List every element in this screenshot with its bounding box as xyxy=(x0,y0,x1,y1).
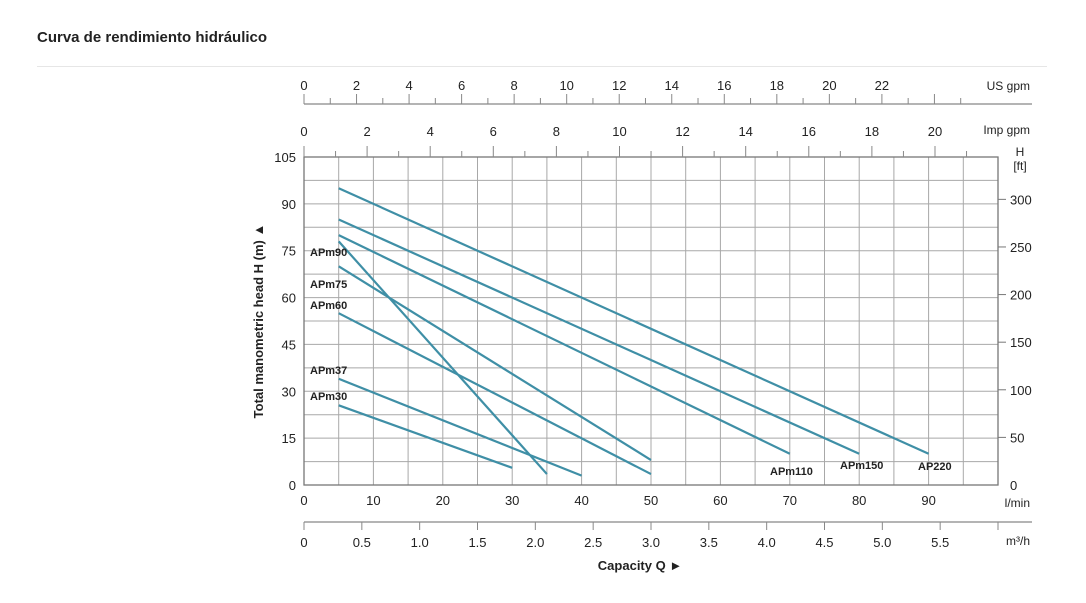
y-tick-label: 90 xyxy=(282,197,296,212)
ft-tick-label: 300 xyxy=(1010,192,1032,207)
m3h-tick-label: 1.0 xyxy=(411,535,429,550)
y-tick-label: 0 xyxy=(289,478,296,493)
y-tick-label: 60 xyxy=(282,291,296,306)
page-title: Curva de rendimiento hidráulico xyxy=(37,29,268,46)
m3h-tick-label: 0.5 xyxy=(353,535,371,550)
imp-gpm-tick-label: 16 xyxy=(802,124,816,139)
curve-label-apm37: APm37 xyxy=(310,365,347,377)
us-gpm-tick-label: 4 xyxy=(405,78,412,93)
curve-label-apm90: APm90 xyxy=(310,247,347,259)
m3h-tick-label: 5.5 xyxy=(931,535,949,550)
curve-apm60 xyxy=(338,312,652,476)
y-tick-label: 45 xyxy=(282,337,296,352)
x-units-label: l/min xyxy=(1005,496,1030,510)
chart-card xyxy=(37,66,1047,587)
x-tick-label: 70 xyxy=(783,493,797,508)
curve-apm110 xyxy=(338,234,791,455)
x-tick-label: 0 xyxy=(300,493,307,508)
x-tick-label: 40 xyxy=(574,493,588,508)
ft-axis-unit: [ft] xyxy=(1013,159,1026,173)
x-tick-label: 20 xyxy=(436,493,450,508)
x-axis-label: Capacity Q ► xyxy=(598,558,682,573)
y-tick-label: 105 xyxy=(274,150,296,165)
imp-gpm-tick-label: 20 xyxy=(928,124,942,139)
imp-gpm-tick-label: 0 xyxy=(300,124,307,139)
ft-tick-label: 150 xyxy=(1010,335,1032,350)
x-tick-label: 90 xyxy=(921,493,935,508)
m3h-tick-label: 4.5 xyxy=(815,535,833,550)
curve-apm37 xyxy=(338,377,583,477)
imp-gpm-tick-label: 18 xyxy=(865,124,879,139)
ft-tick-label: 50 xyxy=(1010,430,1024,445)
curve-label-apm75: APm75 xyxy=(310,279,347,291)
us-gpm-tick-label: 2 xyxy=(353,78,360,93)
x-tick-label: 60 xyxy=(713,493,727,508)
us-gpm-tick-label: 18 xyxy=(770,78,784,93)
us-gpm-tick-label: 16 xyxy=(717,78,731,93)
y-tick-label: 75 xyxy=(282,244,296,259)
y-tick-label: 30 xyxy=(282,384,296,399)
y-tick-label: 15 xyxy=(282,431,296,446)
m3h-tick-label: 3.0 xyxy=(642,535,660,550)
m3h-tick-label: 4.0 xyxy=(758,535,776,550)
x-tick-label: 10 xyxy=(366,493,380,508)
m3h-tick-label: 1.5 xyxy=(468,535,486,550)
m3h-tick-label: 5.0 xyxy=(873,535,891,550)
us-gpm-tick-label: 14 xyxy=(665,78,679,93)
us-gpm-tick-label: 10 xyxy=(559,78,573,93)
us-gpm-tick-label: 22 xyxy=(875,78,889,93)
curve-label-ap220: AP220 xyxy=(918,461,952,473)
curve-label-apm150: APm150 xyxy=(840,460,883,472)
us-gpm-tick-label: 20 xyxy=(822,78,836,93)
y-axis-label: Total manometric head H (m) ▲ xyxy=(251,224,266,419)
us-gpm-tick-label: 6 xyxy=(458,78,465,93)
ft-tick-label: 0 xyxy=(1010,478,1017,493)
m3h-tick-label: 2.0 xyxy=(526,535,544,550)
m3h-tick-label: 2.5 xyxy=(584,535,602,550)
m3h-tick-label: 3.5 xyxy=(700,535,718,550)
imp-gpm-tick-label: 6 xyxy=(490,124,497,139)
us-gpm-units-label: US gpm xyxy=(987,79,1030,93)
ft-axis-label: H xyxy=(1016,145,1025,159)
x-tick-label: 30 xyxy=(505,493,519,508)
imp-gpm-tick-label: 2 xyxy=(363,124,370,139)
imp-gpm-tick-label: 14 xyxy=(738,124,752,139)
imp-gpm-tick-label: 8 xyxy=(553,124,560,139)
us-gpm-tick-label: 8 xyxy=(511,78,518,93)
imp-gpm-tick-label: 10 xyxy=(612,124,626,139)
ft-tick-label: 100 xyxy=(1010,383,1032,398)
curve-apm90 xyxy=(337,240,548,475)
imp-gpm-tick-label: 12 xyxy=(675,124,689,139)
x-tick-label: 80 xyxy=(852,493,866,508)
m3h-units-label: m³/h xyxy=(1006,534,1030,548)
curve-ap220 xyxy=(338,187,930,455)
curve-apm30 xyxy=(338,404,513,469)
curve-label-apm110: APm110 xyxy=(770,466,813,478)
m3h-tick-label: 0 xyxy=(300,535,307,550)
ft-tick-label: 250 xyxy=(1010,240,1032,255)
curve-apm150 xyxy=(338,218,860,455)
ft-tick-label: 200 xyxy=(1010,288,1032,303)
curve-label-apm30: APm30 xyxy=(310,391,347,403)
curve-label-apm60: APm60 xyxy=(310,300,347,312)
us-gpm-tick-label: 0 xyxy=(300,78,307,93)
x-tick-label: 50 xyxy=(644,493,658,508)
imp-gpm-tick-label: 4 xyxy=(427,124,434,139)
imp-gpm-units-label: Imp gpm xyxy=(983,123,1030,137)
us-gpm-tick-label: 12 xyxy=(612,78,626,93)
